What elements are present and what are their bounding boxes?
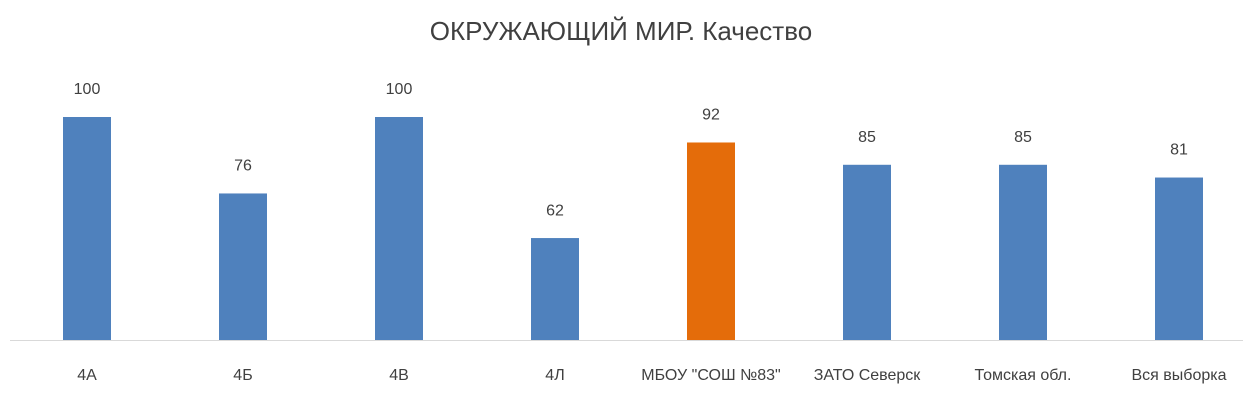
data-label: 85 — [858, 129, 876, 146]
bar — [999, 164, 1047, 340]
bar — [687, 142, 735, 340]
bar — [843, 164, 891, 340]
data-label: 92 — [702, 107, 720, 124]
bar — [219, 193, 267, 340]
data-label: 81 — [1170, 142, 1188, 159]
chart-title: ОКРУЖАЮЩИЙ МИР. Качество — [430, 16, 812, 46]
data-label: 100 — [386, 81, 413, 98]
x-tick-label: ЗАТО Северск — [813, 367, 921, 384]
bar — [1155, 177, 1203, 340]
x-tick-label: МБОУ "СОШ №83" — [641, 367, 781, 384]
x-tick-label: Томская обл. — [974, 367, 1072, 384]
data-label: 100 — [74, 81, 101, 98]
x-tick-label: Вся выборка — [1131, 367, 1227, 384]
x-tick-label: 4А — [77, 367, 97, 384]
bar — [375, 117, 423, 340]
bar — [531, 238, 579, 340]
data-label: 76 — [234, 158, 252, 175]
x-tick-label: 4Л — [545, 367, 565, 384]
data-label: 62 — [546, 202, 564, 219]
x-tick-label: 4В — [389, 367, 409, 384]
bar — [63, 117, 111, 340]
x-tick-label: 4Б — [233, 367, 253, 384]
data-label: 85 — [1014, 129, 1032, 146]
